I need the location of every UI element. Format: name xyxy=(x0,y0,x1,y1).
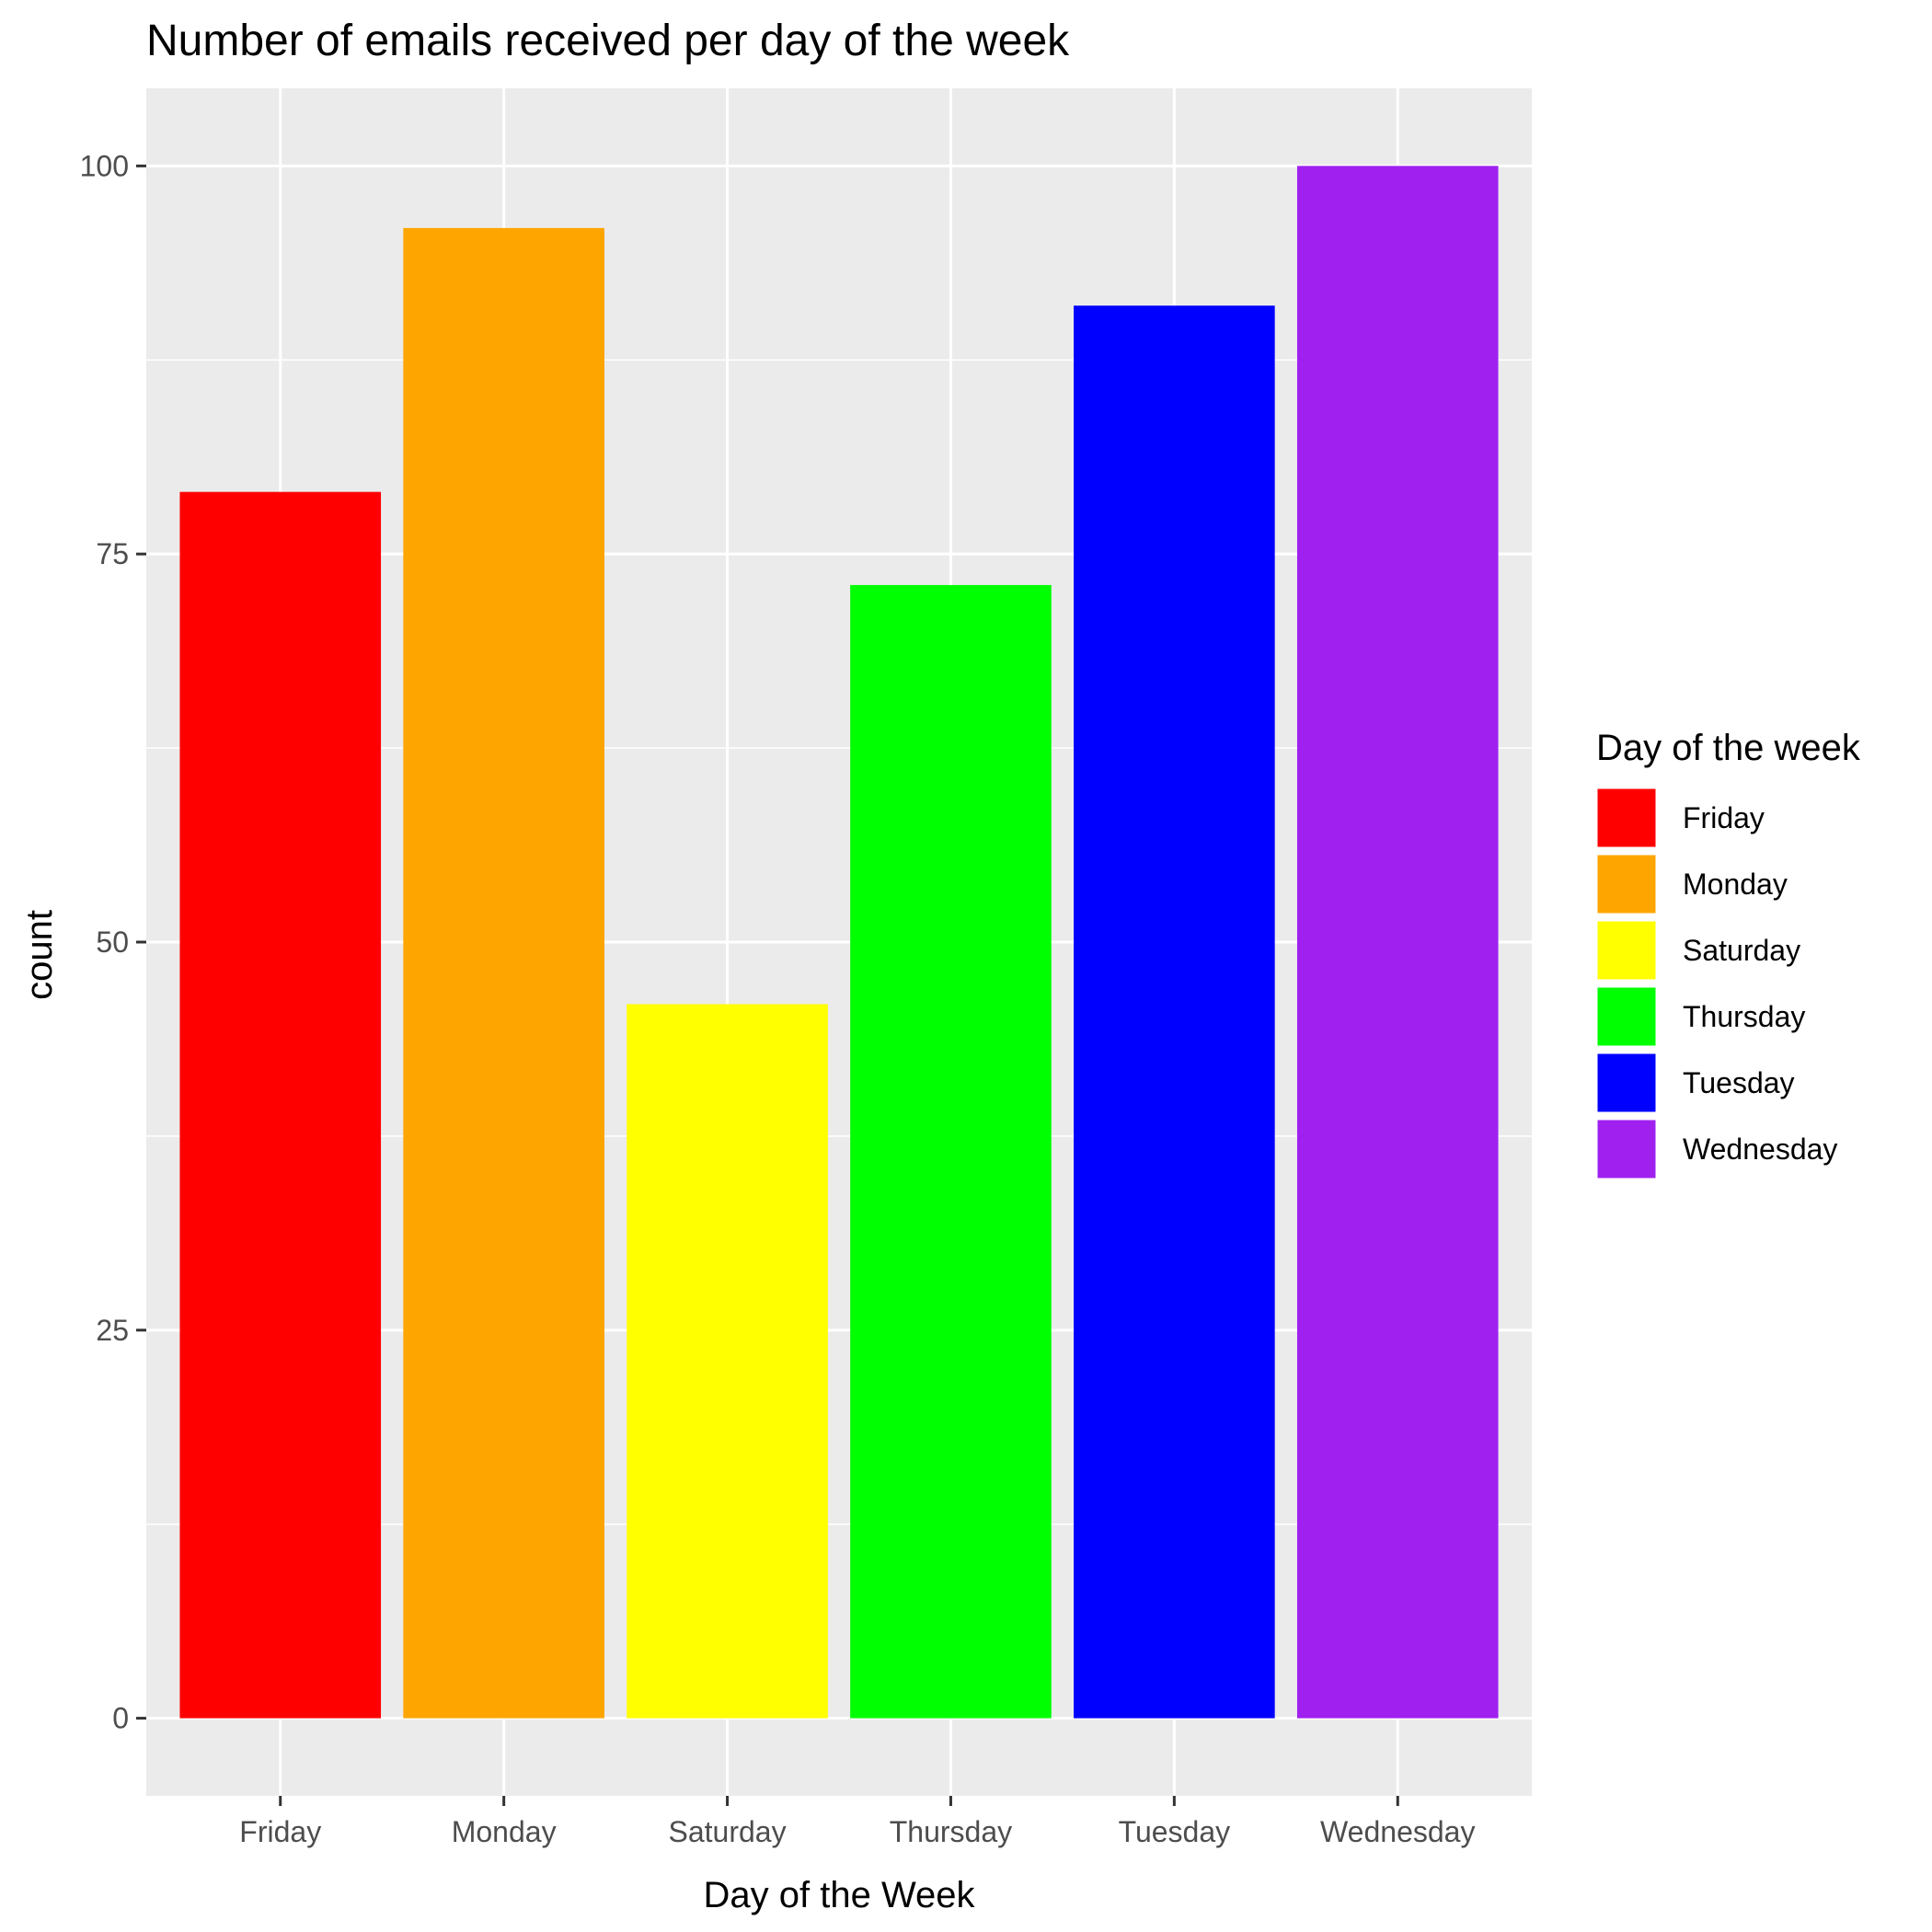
legend-key-wednesday xyxy=(1594,1117,1659,1181)
bar-friday xyxy=(179,491,382,1719)
x-axis-title: Day of the Week xyxy=(704,1875,976,1915)
x-axis: Friday Monday Saturday Thursday Tuesday Wedne… xyxy=(239,1796,1475,1848)
legend-key-friday xyxy=(1594,786,1659,850)
x-tick-label: Tuesday xyxy=(1119,1815,1231,1848)
legend-key-saturday xyxy=(1594,918,1659,983)
legend-label-wednesday: Wednesday xyxy=(1683,1133,1837,1166)
y-tick-label: 75 xyxy=(96,537,129,570)
y-tick-label: 50 xyxy=(96,926,129,959)
bar-thursday xyxy=(850,584,1052,1719)
chart-title: Number of emails received per day of the… xyxy=(146,17,1070,65)
bar-tuesday xyxy=(1074,305,1275,1719)
y-axis: 0 25 50 75 100 xyxy=(80,149,146,1735)
x-tick-label: Friday xyxy=(239,1815,321,1848)
legend-label-tuesday: Tuesday xyxy=(1683,1066,1795,1099)
y-tick-label: 100 xyxy=(80,149,129,182)
bar-series xyxy=(179,166,1499,1719)
x-tick-label: Monday xyxy=(452,1815,557,1848)
legend-label-thursday: Thursday xyxy=(1683,1000,1805,1033)
legend-key-tuesday xyxy=(1594,1051,1659,1115)
y-axis-title: count xyxy=(19,910,60,1000)
legend-key-monday xyxy=(1594,852,1659,916)
legend-label-monday: Monday xyxy=(1683,868,1788,901)
x-tick-label: Wednesday xyxy=(1320,1815,1475,1848)
legend-label-saturday: Saturday xyxy=(1683,934,1800,967)
legend-title: Day of the week xyxy=(1596,728,1861,768)
legend-items: Friday Monday Saturday Thursday Tuesday Wedne… xyxy=(1594,786,1837,1181)
bar-wednesday xyxy=(1296,166,1499,1719)
legend-label-friday: Friday xyxy=(1683,801,1765,834)
y-tick-label: 25 xyxy=(96,1314,129,1347)
x-tick-label: Saturday xyxy=(669,1815,787,1848)
x-tick-label: Thursday xyxy=(890,1815,1012,1848)
bar-monday xyxy=(403,227,604,1719)
bar-saturday xyxy=(627,1004,828,1719)
y-tick-label: 0 xyxy=(112,1702,129,1735)
legend: Day of the week Friday Monday Saturday Thur… xyxy=(1594,728,1861,1181)
legend-key-thursday xyxy=(1594,984,1659,1049)
